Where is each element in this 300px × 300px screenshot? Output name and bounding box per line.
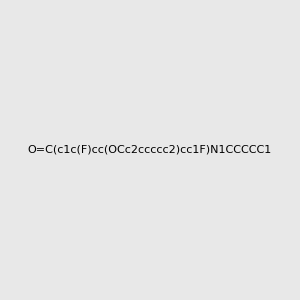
Text: O=C(c1c(F)cc(OCc2ccccc2)cc1F)N1CCCCC1: O=C(c1c(F)cc(OCc2ccccc2)cc1F)N1CCCCC1 [28, 145, 272, 155]
